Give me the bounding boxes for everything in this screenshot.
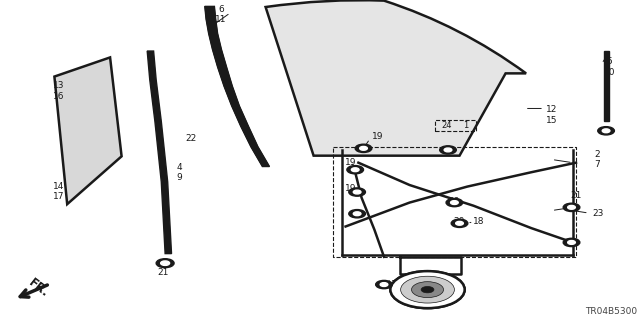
- Text: 13
16: 13 16: [53, 81, 65, 100]
- Circle shape: [401, 276, 454, 303]
- Text: 18: 18: [473, 217, 484, 226]
- Text: 22: 22: [185, 134, 196, 143]
- Circle shape: [347, 166, 364, 174]
- Text: 19: 19: [345, 158, 356, 167]
- Circle shape: [161, 261, 170, 265]
- Text: 19: 19: [345, 184, 356, 193]
- Circle shape: [421, 286, 434, 293]
- PathPatch shape: [266, 0, 526, 156]
- Circle shape: [444, 148, 452, 152]
- Polygon shape: [147, 51, 172, 254]
- Circle shape: [440, 146, 456, 154]
- Circle shape: [156, 259, 174, 268]
- Polygon shape: [205, 6, 269, 167]
- Circle shape: [598, 127, 614, 135]
- Text: 19: 19: [372, 132, 383, 141]
- Circle shape: [451, 201, 458, 204]
- Circle shape: [602, 129, 610, 133]
- Circle shape: [353, 212, 361, 216]
- Circle shape: [376, 280, 392, 289]
- Circle shape: [446, 198, 463, 207]
- Text: 23: 23: [593, 209, 604, 218]
- Text: 12
15: 12 15: [546, 105, 557, 124]
- Circle shape: [563, 203, 580, 211]
- Text: 24: 24: [442, 121, 452, 130]
- Text: 20: 20: [449, 197, 460, 206]
- Circle shape: [456, 221, 463, 225]
- Polygon shape: [54, 57, 122, 204]
- Text: 21: 21: [157, 268, 169, 277]
- Text: 14
17: 14 17: [53, 182, 65, 201]
- Circle shape: [380, 283, 388, 286]
- Circle shape: [390, 271, 465, 308]
- Circle shape: [568, 205, 575, 209]
- Text: 3
8: 3 8: [433, 275, 438, 294]
- Text: 2
7: 2 7: [595, 150, 600, 169]
- Text: 21: 21: [570, 191, 582, 200]
- Circle shape: [390, 271, 465, 308]
- Circle shape: [355, 144, 372, 152]
- Text: 5
10: 5 10: [604, 57, 615, 77]
- Circle shape: [412, 282, 444, 298]
- Text: TR04B5300: TR04B5300: [585, 307, 637, 316]
- Circle shape: [349, 188, 365, 196]
- Circle shape: [568, 241, 575, 244]
- Circle shape: [360, 146, 367, 150]
- Text: 1: 1: [463, 121, 468, 130]
- Circle shape: [349, 210, 365, 218]
- Text: FR.: FR.: [26, 276, 51, 300]
- Text: 6
11: 6 11: [215, 5, 227, 24]
- Text: 18: 18: [391, 280, 403, 289]
- Circle shape: [353, 190, 361, 194]
- Circle shape: [451, 219, 468, 227]
- Circle shape: [563, 238, 580, 247]
- Text: 20: 20: [454, 217, 465, 226]
- Polygon shape: [604, 51, 609, 121]
- Text: 4
9: 4 9: [177, 163, 182, 182]
- Circle shape: [351, 168, 359, 172]
